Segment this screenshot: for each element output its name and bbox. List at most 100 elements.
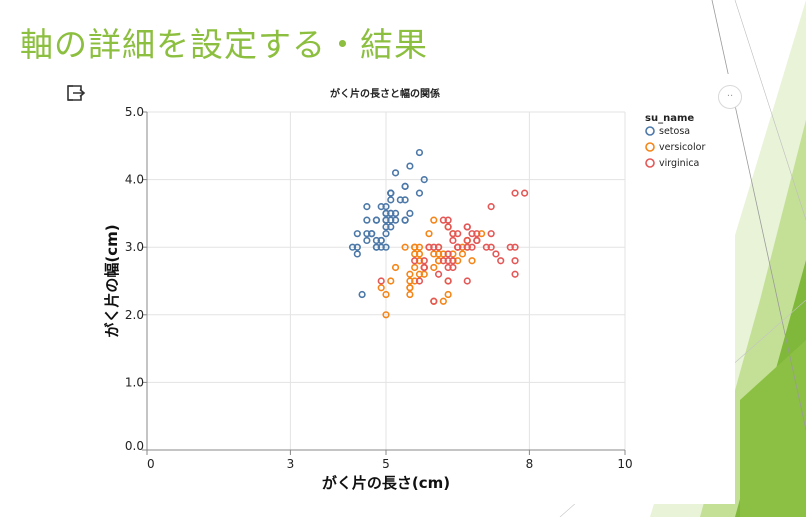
point-versicolor — [406, 290, 414, 299]
point-setosa — [363, 203, 371, 211]
slide-title: 軸の詳細を設定する・結果 — [20, 25, 428, 64]
axes — [142, 111, 626, 455]
point-versicolor — [406, 284, 414, 292]
point-virginica — [463, 223, 471, 231]
point-versicolor — [458, 243, 467, 251]
point-setosa — [415, 148, 424, 157]
point-setosa — [368, 230, 376, 238]
point-versicolor — [420, 270, 428, 278]
point-virginica — [463, 236, 471, 245]
point-setosa — [353, 230, 361, 238]
x-tick-label: 5 — [382, 457, 390, 471]
point-virginica — [444, 223, 452, 231]
point-virginica — [511, 270, 519, 278]
point-virginica — [473, 236, 481, 245]
point-versicolor — [458, 250, 467, 258]
point-setosa — [387, 209, 395, 217]
point-versicolor — [415, 243, 424, 251]
point-setosa — [387, 196, 395, 204]
export-button[interactable] — [64, 82, 86, 104]
point-versicolor — [411, 263, 419, 272]
point-setosa — [415, 189, 424, 197]
y-tick-label: 1.0 — [125, 375, 144, 389]
tick-labels: 0 3 5 8 10 0.0 1.0 2.0 3.0 4.0 5.0 — [125, 105, 633, 471]
point-virginica — [434, 243, 443, 251]
point-virginica — [434, 270, 443, 278]
x-axis-title: がく片の長さ(cm) — [322, 474, 450, 492]
x-tick-label: 0 — [147, 457, 155, 471]
point-versicolor — [391, 263, 400, 272]
point-setosa — [387, 216, 395, 224]
grid-lines — [146, 111, 626, 451]
point-versicolor — [439, 297, 447, 305]
y-tick-label: 3.0 — [125, 240, 144, 254]
point-virginica — [511, 189, 519, 197]
point-setosa — [377, 243, 385, 251]
point-setosa — [377, 236, 385, 245]
point-virginica — [454, 230, 462, 238]
point-setosa — [387, 189, 395, 197]
point-versicolor — [411, 277, 419, 285]
point-setosa — [372, 216, 381, 224]
point-setosa — [377, 203, 385, 211]
point-virginica — [473, 230, 481, 238]
point-versicolor — [430, 250, 438, 258]
point-virginica — [444, 250, 452, 258]
point-versicolor — [377, 284, 385, 292]
more-options-button[interactable]: ·· — [718, 85, 742, 109]
y-tick-label: 2.0 — [125, 308, 144, 322]
point-versicolor — [434, 250, 443, 258]
y-tick-label: 0.0 — [125, 439, 144, 453]
point-virginica — [463, 243, 471, 251]
y-axis-title: がく片の幅(cm) — [103, 224, 121, 337]
point-setosa — [358, 290, 366, 299]
point-setosa — [391, 169, 400, 177]
point-versicolor — [439, 250, 447, 258]
point-setosa — [420, 175, 428, 184]
legend-title: su_name — [645, 113, 694, 124]
point-setosa — [391, 209, 400, 217]
point-setosa — [382, 223, 390, 231]
point-versicolor — [425, 230, 433, 238]
point-virginica — [449, 257, 457, 265]
point-virginica — [411, 257, 419, 265]
point-virginica — [487, 243, 495, 251]
point-setosa — [382, 216, 390, 224]
point-virginica — [420, 257, 428, 265]
point-versicolor — [454, 257, 462, 265]
point-virginica — [482, 243, 490, 251]
chart-title: がく片の長さと幅の関係 — [330, 87, 440, 100]
point-versicolor — [411, 243, 419, 251]
point-virginica — [420, 263, 428, 272]
point-setosa — [382, 209, 390, 217]
point-setosa — [382, 203, 390, 211]
point-virginica — [506, 243, 514, 251]
point-versicolor — [415, 257, 424, 265]
point-virginica — [430, 297, 438, 305]
point-setosa — [387, 223, 395, 231]
scatter-chart: がく片の長さと幅の関係 0 3 5 8 10 0.0 1.0 2.0 3.0 4.0 5.0 がく片… — [103, 87, 705, 492]
y-tick-label: 4.0 — [125, 173, 144, 187]
point-virginica — [463, 277, 471, 285]
point-virginica — [415, 277, 424, 285]
point-virginica — [444, 216, 452, 224]
point-versicolor — [444, 290, 452, 299]
point-versicolor — [468, 257, 476, 265]
point-virginica — [487, 230, 495, 238]
point-setosa — [382, 243, 390, 251]
point-setosa — [391, 216, 400, 224]
legend-symbol-versicolor — [645, 142, 655, 152]
point-setosa — [401, 216, 409, 224]
point-versicolor — [387, 277, 395, 285]
legend-symbol-setosa — [645, 126, 655, 136]
point-setosa — [382, 230, 390, 238]
point-setosa — [363, 216, 371, 224]
point-virginica — [449, 263, 457, 272]
point-setosa — [372, 243, 381, 251]
point-versicolor — [430, 263, 438, 272]
data-points — [348, 148, 529, 319]
point-versicolor — [411, 250, 419, 258]
point-virginica — [487, 203, 495, 211]
point-setosa — [348, 243, 357, 251]
point-setosa — [401, 196, 409, 204]
